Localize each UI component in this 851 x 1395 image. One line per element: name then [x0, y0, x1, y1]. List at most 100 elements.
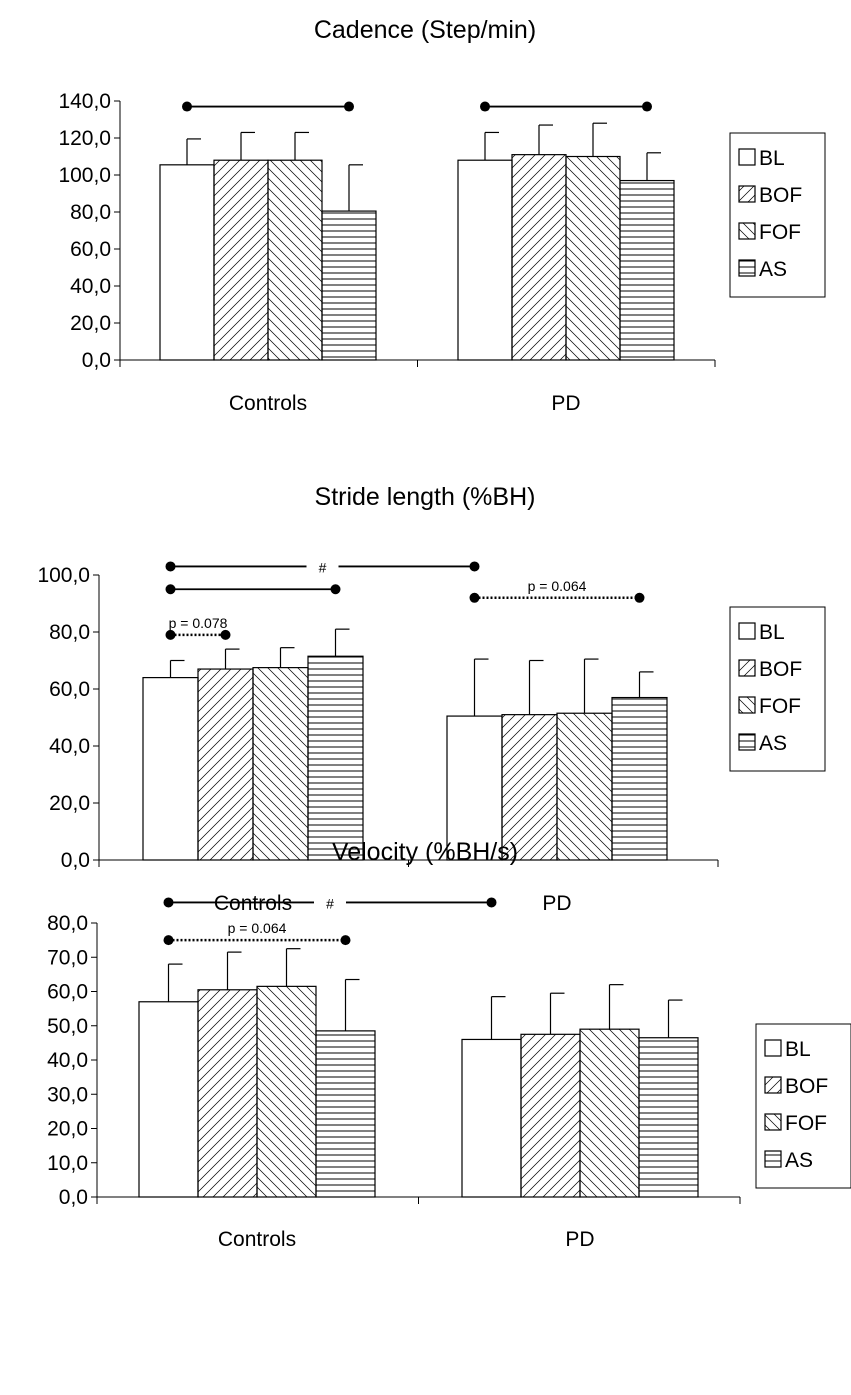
bar: [579, 1028, 640, 1198]
bar: [556, 712, 613, 861]
category-label: PD: [565, 1228, 594, 1251]
bar: [501, 714, 558, 861]
bar: [138, 1001, 199, 1198]
legend-swatch: [738, 148, 756, 166]
y-tick-label: 40,0: [70, 275, 111, 298]
bar: [321, 210, 377, 361]
y-tick-label: 0,0: [59, 1186, 88, 1209]
y-tick-label: 20,0: [47, 1118, 88, 1141]
y-tick-label: 120,0: [58, 127, 111, 150]
legend-label: BOF: [785, 1075, 828, 1098]
legend: BL BOF FOF AS: [729, 132, 826, 298]
y-tick-label: 80,0: [49, 621, 90, 644]
bar: [267, 159, 323, 361]
legend-swatch: [764, 1076, 782, 1094]
y-tick-label: 40,0: [47, 1049, 88, 1072]
legend-swatch: [738, 222, 756, 240]
significance-label: #: [319, 559, 327, 575]
y-tick-label: 100,0: [37, 564, 90, 587]
legend-swatch: [738, 696, 756, 714]
y-tick-label: 20,0: [49, 792, 90, 815]
legend: BL BOF FOF AS: [755, 1023, 851, 1189]
legend-swatch: [764, 1150, 782, 1168]
legend: BL BOF FOF AS: [729, 606, 826, 772]
legend-swatch: [738, 259, 756, 277]
bar: [256, 985, 317, 1198]
significance-endpoint: [163, 897, 174, 908]
y-tick-label: 20,0: [70, 312, 111, 335]
y-tick-label: 80,0: [70, 201, 111, 224]
significance-endpoint: [165, 629, 176, 640]
legend-swatch: [738, 733, 756, 751]
y-tick-label: 140,0: [58, 90, 111, 113]
bar: [252, 667, 309, 861]
y-tick-label: 30,0: [47, 1083, 88, 1106]
significance-endpoint: [182, 101, 192, 112]
legend-label: FOF: [759, 695, 801, 718]
legend-label: AS: [759, 732, 787, 755]
bar: [457, 159, 513, 361]
bar: [197, 668, 254, 861]
chart-title: Velocity (%BH/s): [332, 838, 518, 866]
significance-endpoint: [220, 629, 231, 640]
significance-endpoint: [163, 935, 174, 946]
chart-panel: Velocity (%BH/s) 0,0 10,0 20,0 30,0 40,0 50,0 6…: [47, 838, 851, 1251]
significance-endpoint: [642, 101, 652, 112]
category-label: Controls: [218, 1228, 296, 1251]
legend-swatch: [764, 1113, 782, 1131]
significance-label: p = 0.064: [528, 578, 587, 594]
chart-panel: Stride length (%BH) 0,0 20,0 40,0 60,0 80,0 10…: [37, 483, 826, 915]
y-tick-label: 0,0: [82, 349, 111, 372]
legend-swatch: [738, 659, 756, 677]
category-label: Controls: [229, 392, 307, 415]
chart-title: Cadence (Step/min): [314, 16, 536, 44]
bar: [461, 1038, 522, 1198]
bar: [159, 164, 215, 361]
y-tick-label: 60,0: [47, 981, 88, 1004]
category-label: PD: [551, 392, 580, 415]
legend-label: BL: [759, 621, 785, 644]
significance-label: p = 0.064: [228, 920, 287, 936]
y-tick-label: 50,0: [47, 1015, 88, 1038]
chart-title: Stride length (%BH): [315, 483, 536, 511]
bar: [638, 1037, 699, 1198]
significance-endpoint: [340, 935, 351, 946]
legend-label: FOF: [785, 1112, 827, 1135]
significance-label: p = 0.078: [169, 615, 228, 631]
bar: [511, 154, 567, 361]
significance-label: #: [326, 895, 334, 911]
category-label: Controls: [214, 892, 292, 915]
bar: [307, 655, 364, 861]
y-tick-label: 70,0: [47, 946, 88, 969]
category-label: PD: [542, 892, 571, 915]
significance-endpoint: [330, 584, 341, 595]
chart-panel: Cadence (Step/min) 0,0 20,0 40,0 60,0 80,0 100…: [58, 16, 826, 415]
bar: [315, 1030, 376, 1198]
significance-endpoint: [165, 561, 176, 572]
bar: [520, 1033, 581, 1198]
bar: [611, 696, 668, 861]
significance-endpoint: [486, 897, 497, 908]
significance-endpoint: [165, 584, 176, 595]
bar: [197, 989, 258, 1198]
legend-label: AS: [759, 258, 787, 281]
bar: [565, 155, 621, 361]
y-tick-label: 60,0: [70, 238, 111, 261]
bar: [142, 676, 199, 861]
legend-label: BL: [759, 147, 785, 170]
y-tick-label: 80,0: [47, 912, 88, 935]
bar: [213, 159, 269, 361]
legend-label: BOF: [759, 658, 802, 681]
y-tick-label: 0,0: [61, 849, 90, 872]
y-tick-label: 60,0: [49, 678, 90, 701]
y-tick-label: 40,0: [49, 735, 90, 758]
significance-endpoint: [469, 592, 480, 603]
legend-label: BL: [785, 1038, 811, 1061]
y-tick-label: 10,0: [47, 1152, 88, 1175]
significance-endpoint: [344, 101, 354, 112]
significance-endpoint: [480, 101, 490, 112]
legend-label: AS: [785, 1149, 813, 1172]
legend-label: FOF: [759, 221, 801, 244]
legend-swatch: [738, 185, 756, 203]
legend-swatch: [738, 622, 756, 640]
